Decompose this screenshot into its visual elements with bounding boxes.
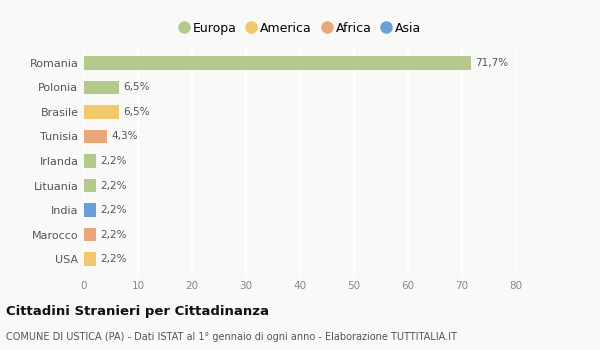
Bar — [84, 252, 96, 266]
Bar — [84, 154, 96, 168]
Text: 71,7%: 71,7% — [476, 58, 509, 68]
Text: 2,2%: 2,2% — [100, 181, 127, 190]
Bar — [84, 203, 96, 217]
Text: 2,2%: 2,2% — [100, 156, 127, 166]
Text: 2,2%: 2,2% — [100, 205, 127, 215]
Text: Cittadini Stranieri per Cittadinanza: Cittadini Stranieri per Cittadinanza — [6, 304, 269, 317]
Text: COMUNE DI USTICA (PA) - Dati ISTAT al 1° gennaio di ogni anno - Elaborazione TUT: COMUNE DI USTICA (PA) - Dati ISTAT al 1°… — [6, 332, 457, 343]
Bar — [84, 228, 96, 241]
Text: 4,3%: 4,3% — [112, 132, 138, 141]
Text: 6,5%: 6,5% — [124, 82, 150, 92]
Bar — [84, 56, 471, 70]
Legend: Europa, America, Africa, Asia: Europa, America, Africa, Asia — [173, 17, 427, 40]
Bar — [84, 105, 119, 119]
Text: 2,2%: 2,2% — [100, 230, 127, 240]
Text: 6,5%: 6,5% — [124, 107, 150, 117]
Text: 2,2%: 2,2% — [100, 254, 127, 264]
Bar — [84, 179, 96, 192]
Bar — [84, 130, 107, 143]
Bar — [84, 80, 119, 94]
